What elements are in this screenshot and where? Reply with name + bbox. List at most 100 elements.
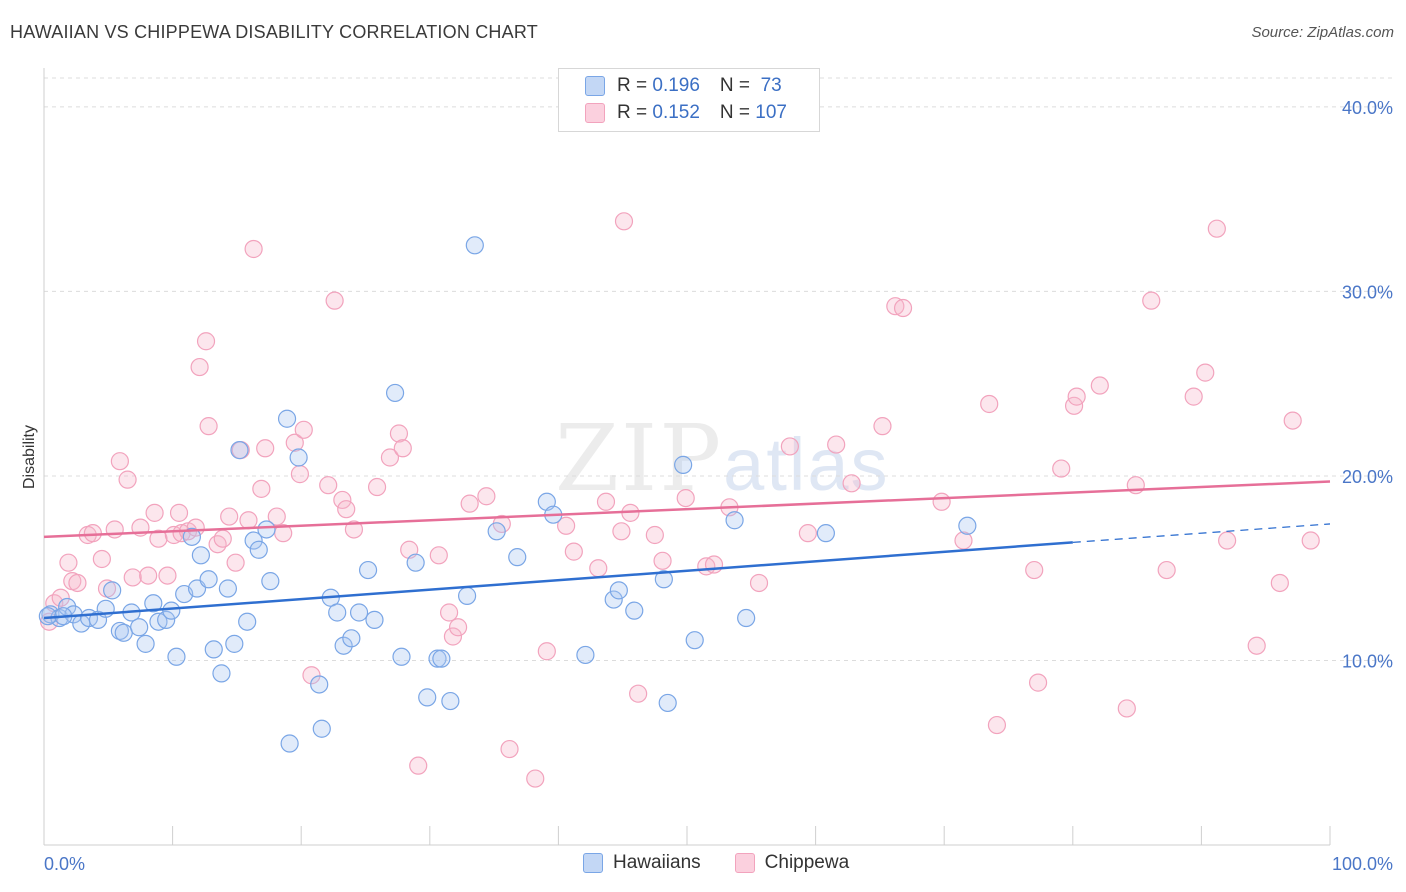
chippewa-point (68, 573, 87, 593)
y-axis-title: Disability (21, 425, 38, 489)
chart-title: HAWAIIAN VS CHIPPEWA DISABILITY CORRELAT… (10, 22, 538, 42)
chippewa-point (537, 642, 556, 661)
hawaiians-point (136, 634, 155, 653)
chippewa-point (344, 520, 364, 539)
legend-r-value: 0.196 (652, 75, 700, 96)
chippewa-point (267, 507, 286, 526)
hawaiians-point (204, 640, 223, 659)
chippewa-point (629, 684, 648, 703)
y-tick-label: 40.0% (1342, 98, 1393, 118)
chippewa-point (252, 479, 271, 498)
legend-swatch-hawaiians (585, 76, 605, 96)
legend-item-hawaiians[interactable]: Hawaiians (583, 852, 701, 874)
hawaiians-point (103, 581, 122, 600)
hawaiians-point (261, 572, 280, 591)
chippewa-point (439, 603, 459, 622)
chippewa-point (1025, 560, 1044, 580)
hawaiians-point (182, 527, 201, 546)
chippewa-point (226, 553, 245, 572)
chippewa-point (500, 739, 519, 759)
chippewa-point (302, 666, 321, 685)
hawaiians-point (576, 645, 595, 665)
legend-swatch-chippewa (734, 853, 755, 873)
chippewa-point (169, 503, 189, 522)
hawaiians-point (334, 636, 353, 655)
chippewa-trend-line (43, 480, 1331, 539)
hawaiians-point (249, 540, 268, 559)
hawaiians-point (625, 601, 644, 620)
hawaiians-point (418, 688, 437, 707)
chippewa-point (110, 452, 129, 471)
chippewa-point (704, 555, 724, 574)
chippewa-point (1052, 459, 1071, 478)
chippewa-point (239, 511, 258, 530)
chippewa-point (564, 542, 583, 561)
chippewa-point (123, 568, 142, 587)
legend-item-chippewa[interactable]: Chippewa (734, 852, 850, 874)
hawaiians-point (328, 603, 347, 622)
chippewa-point (83, 524, 102, 543)
chippewa-point (208, 535, 227, 554)
chippewa-point (59, 553, 78, 572)
hawaiians-point (199, 570, 218, 589)
chippewa-point (676, 488, 695, 508)
chippewa-point (954, 531, 973, 550)
hawaiians-point (674, 455, 693, 474)
chippewa-point (1283, 411, 1302, 430)
chippewa-point (139, 566, 158, 585)
chippewa-point (448, 618, 468, 637)
hawaiians-point (162, 601, 181, 620)
chippewa-point (1301, 531, 1320, 550)
hawaiians-point (257, 520, 276, 539)
chippewa-point (220, 507, 239, 526)
hawaiians-trend-extension (1072, 523, 1331, 544)
chippewa-point (827, 435, 846, 454)
chippewa-point (798, 524, 817, 543)
hawaiians-point (609, 581, 628, 600)
stats-legend: R = 0.196 N = 73 R = 0.152 N = 107 (558, 68, 820, 132)
hawaiians-point (816, 524, 835, 543)
chippewa-point (987, 715, 1007, 735)
hawaiians-point (958, 516, 977, 535)
chippewa-point (589, 559, 608, 578)
hawaiians-trend-line (43, 541, 1073, 620)
chippewa-point (614, 212, 634, 231)
chippewa-point (749, 573, 769, 593)
hawaiians-point (244, 531, 263, 550)
legend-r-label: R = (617, 75, 653, 96)
chippewa-point (190, 357, 209, 377)
legend-n-label: N = (719, 102, 756, 123)
chippewa-point (199, 417, 218, 436)
hawaiians-point (225, 634, 244, 653)
legend-r-label: R = (617, 102, 653, 123)
hawaiians-point (465, 236, 484, 255)
chippewa-points (40, 212, 1320, 788)
chippewa-point (1207, 219, 1226, 238)
chippewa-point (1157, 560, 1176, 580)
chippewa-point (409, 756, 428, 775)
hawaiians-point (280, 734, 299, 753)
chippewa-point (443, 627, 463, 646)
chippewa-point (780, 437, 799, 456)
legend-label-chippewa: Chippewa (764, 852, 850, 873)
chippewa-point (653, 551, 672, 570)
chippewa-point (526, 769, 545, 788)
chippewa-point (1090, 376, 1109, 395)
chippewa-point (256, 439, 275, 458)
grid-lines (44, 77, 1392, 661)
chippewa-point (842, 474, 861, 493)
chippewa-point (105, 520, 124, 539)
hawaiians-point (130, 618, 149, 637)
hawaiians-point (428, 649, 447, 668)
legend-row-hawaiians: R = 0.196 N = 73 (585, 73, 782, 99)
chippewa-point (325, 291, 344, 310)
chippewa-point (186, 518, 205, 537)
chippewa-point (460, 494, 479, 513)
chippewa-point (557, 516, 576, 535)
axes (43, 68, 1331, 846)
hawaiians-point (157, 610, 176, 629)
hawaiians-point (737, 608, 756, 628)
watermark-atlas: atlas (723, 423, 890, 506)
hawaiians-point (277, 409, 297, 428)
chippewa-point (932, 492, 951, 511)
